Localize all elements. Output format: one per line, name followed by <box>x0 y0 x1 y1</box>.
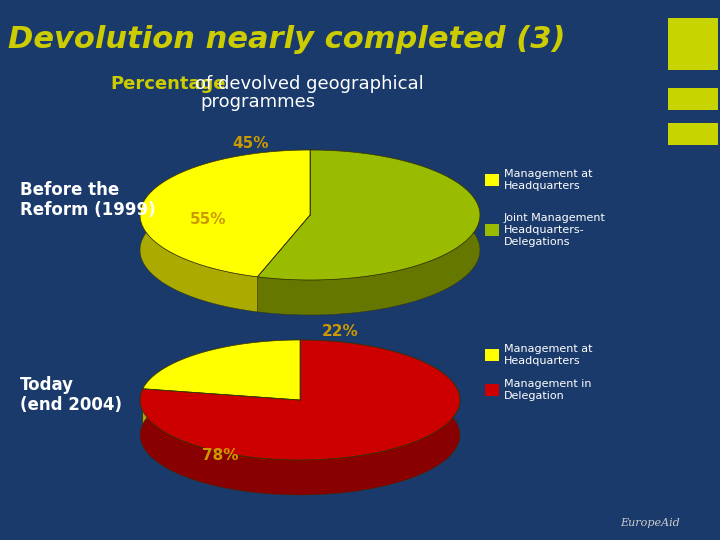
Text: 22%: 22% <box>322 323 359 339</box>
Polygon shape <box>143 340 300 424</box>
Text: Management at
Headquarters: Management at Headquarters <box>504 169 593 191</box>
Text: Management in
Delegation: Management in Delegation <box>504 379 592 401</box>
Text: 78%: 78% <box>202 448 238 462</box>
Text: Management at
Headquarters: Management at Headquarters <box>504 344 593 366</box>
Bar <box>668 88 718 110</box>
Polygon shape <box>140 340 460 495</box>
Text: 45%: 45% <box>233 136 269 151</box>
Polygon shape <box>140 150 310 277</box>
Text: EuropeAid: EuropeAid <box>620 518 680 528</box>
Text: Percentage: Percentage <box>110 75 225 93</box>
Text: Before the
Reform (1999): Before the Reform (1999) <box>20 180 156 219</box>
Polygon shape <box>258 150 480 280</box>
Polygon shape <box>140 150 310 312</box>
Text: of devolved geographical: of devolved geographical <box>195 75 424 93</box>
Polygon shape <box>140 340 460 460</box>
Text: 55%: 55% <box>190 212 226 227</box>
Text: Today
(end 2004): Today (end 2004) <box>20 376 122 414</box>
Text: Joint Management
Headquarters-
Delegations: Joint Management Headquarters- Delegatio… <box>504 213 606 247</box>
Bar <box>485 224 499 236</box>
Polygon shape <box>258 150 480 315</box>
Text: Devolution nearly completed (3): Devolution nearly completed (3) <box>8 25 565 54</box>
Bar <box>668 123 718 145</box>
Bar <box>485 349 499 361</box>
Bar <box>485 174 499 186</box>
Bar <box>485 384 499 396</box>
Polygon shape <box>143 340 300 400</box>
Bar <box>668 18 718 70</box>
Text: programmes: programmes <box>200 93 315 111</box>
